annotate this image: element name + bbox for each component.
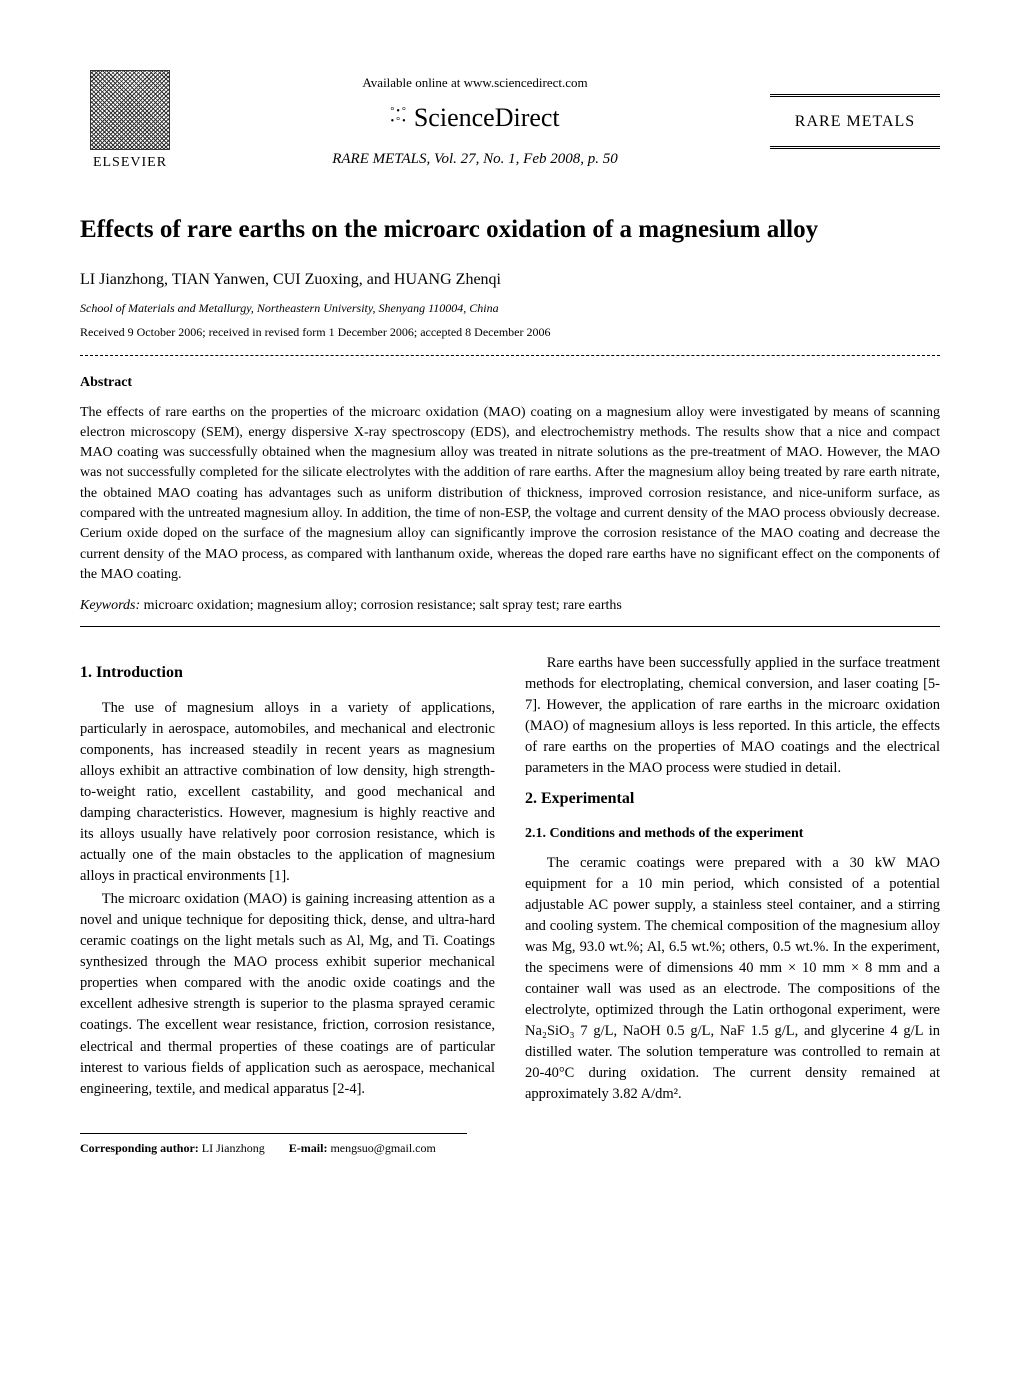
available-online-text: Available online at www.sciencedirect.co… [180,74,770,92]
top-double-rule [770,94,940,97]
abstract-body: The effects of rare earths on the proper… [80,403,940,586]
affiliation: School of Materials and Metallurgy, Nort… [80,300,940,316]
intro-p1: The use of magnesium alloys in a variety… [80,698,495,887]
intro-p3: Rare earths have been successfully appli… [525,653,940,779]
section-2-1-head: 2.1. Conditions and methods of the exper… [525,824,940,844]
email-value: mengsuo@gmail.com [327,1141,435,1155]
dashed-rule-top [80,355,940,356]
elsevier-label: ELSEVIER [93,154,167,173]
elsevier-logo-block: ELSEVIER [80,70,180,173]
corr-name: LI Jianzhong [199,1141,265,1155]
journal-name: RARE METALS [770,111,940,133]
sciencedirect-text: ScienceDirect [414,100,560,135]
journal-citation: RARE METALS, Vol. 27, No. 1, Feb 2008, p… [180,149,770,169]
center-header: Available online at www.sciencedirect.co… [180,74,770,169]
corr-label: Corresponding author: [80,1141,199,1155]
section-1-head: 1. Introduction [80,661,495,684]
left-column: 1. Introduction The use of magnesium all… [80,653,495,1107]
corresponding-author: Corresponding author: LI Jianzhong E-mai… [80,1140,940,1156]
sciencedirect-logo: °•°•°• ScienceDirect [390,100,559,135]
footer-rule [80,1133,467,1134]
solid-rule [80,626,940,627]
keywords-line: Keywords: microarc oxidation; magnesium … [80,597,940,616]
keywords-label: Keywords: [80,598,140,613]
author-list: LI Jianzhong, TIAN Yanwen, CUI Zuoxing, … [80,269,940,291]
keywords-text: microarc oxidation; magnesium alloy; cor… [140,598,622,613]
journal-name-block: RARE METALS [770,90,940,154]
elsevier-tree-icon [90,70,170,150]
received-dates: Received 9 October 2006; received in rev… [80,324,940,340]
section-2-head: 2. Experimental [525,787,940,810]
page-header: ELSEVIER Available online at www.science… [80,70,940,173]
right-column: Rare earths have been successfully appli… [525,653,940,1107]
two-column-body: 1. Introduction The use of magnesium all… [80,653,940,1107]
intro-p2: The microarc oxidation (MAO) is gaining … [80,889,495,1099]
article-title: Effects of rare earths on the microarc o… [80,213,940,247]
abstract-label: Abstract [80,374,940,393]
email-label: E-mail: [289,1141,328,1155]
exp-p1: The ceramic coatings were prepared with … [525,853,940,1105]
sd-dots-icon: °•°•°• [390,107,408,127]
bottom-double-rule [770,146,940,149]
